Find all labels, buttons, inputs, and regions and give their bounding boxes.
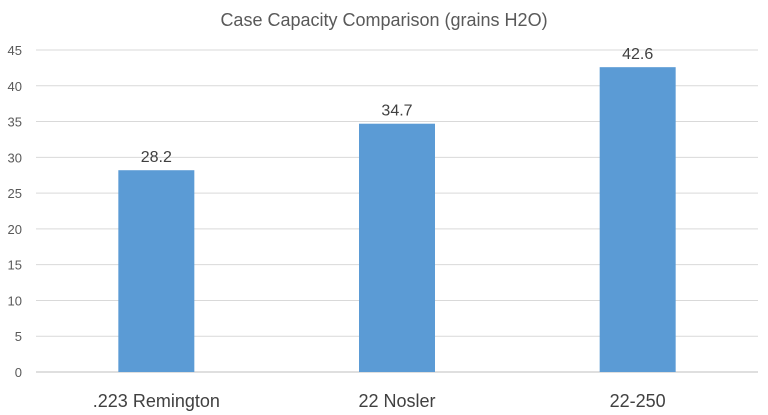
data-label: 34.7 (381, 103, 412, 120)
chart-title: Case Capacity Comparison (grains H2O) (220, 10, 547, 30)
bar (359, 123, 435, 372)
y-tick-label: 35 (8, 115, 22, 130)
bar (599, 67, 676, 372)
x-tick-label: 22-250 (610, 391, 666, 411)
y-axis-ticks: 0 5 10 15 20 25 30 35 40 45 (8, 43, 22, 380)
y-tick-label: 10 (8, 293, 22, 308)
y-tick-label: 30 (8, 150, 22, 165)
y-tick-label: 5 (15, 329, 22, 344)
data-label: 28.2 (141, 149, 172, 166)
y-tick-label: 45 (8, 43, 22, 58)
data-labels: 28.2 34.7 42.6 (141, 46, 654, 166)
y-tick-label: 25 (8, 186, 22, 201)
bars (118, 67, 676, 372)
y-tick-label: 20 (8, 222, 22, 237)
y-tick-label: 15 (8, 258, 22, 273)
x-tick-label: 22 Nosler (358, 391, 435, 411)
data-label: 42.6 (622, 46, 653, 63)
y-tick-label: 40 (8, 79, 22, 94)
x-axis-labels: .223 Remington 22 Nosler 22-250 (93, 391, 666, 411)
y-tick-label: 0 (15, 365, 22, 380)
x-tick-label: .223 Remington (93, 391, 220, 411)
bar (118, 170, 195, 372)
